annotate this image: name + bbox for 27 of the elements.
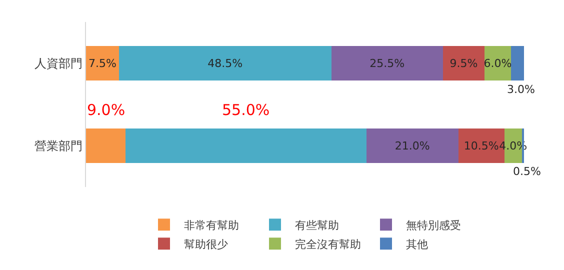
annotation: 9.0% [87,101,126,119]
legend-label: 非常有幫助 [184,218,239,232]
data-label: 7.5% [88,56,116,70]
data-label: 48.5% [208,56,243,70]
annotation: 55.0% [222,101,270,119]
data-label: 25.5% [370,56,405,70]
data-label: 21.0% [394,139,430,152]
data-label: 3.0% [507,83,535,96]
bar [331,46,443,81]
bar [366,128,458,164]
bar [442,46,485,81]
legend-label: 完全沒有幫助 [295,238,361,251]
bar [510,46,524,81]
bar [86,46,119,81]
data-label: 9.5% [450,56,478,70]
legend-label: 有些幫助 [295,218,339,232]
legend-label: 無特別感受 [406,218,461,232]
legend-label: 幫助很少 [184,238,228,251]
data-label: 10.5% [464,139,499,152]
data-label: 6.0% [484,56,512,70]
data-label: 0.5% [513,165,541,178]
y-tick-label: 人資部門 [34,56,83,70]
bar [86,128,126,164]
bar [118,46,332,81]
y-tick-label: 營業部門 [34,138,83,153]
bar [125,128,366,164]
legend-label: 其他 [406,238,428,251]
